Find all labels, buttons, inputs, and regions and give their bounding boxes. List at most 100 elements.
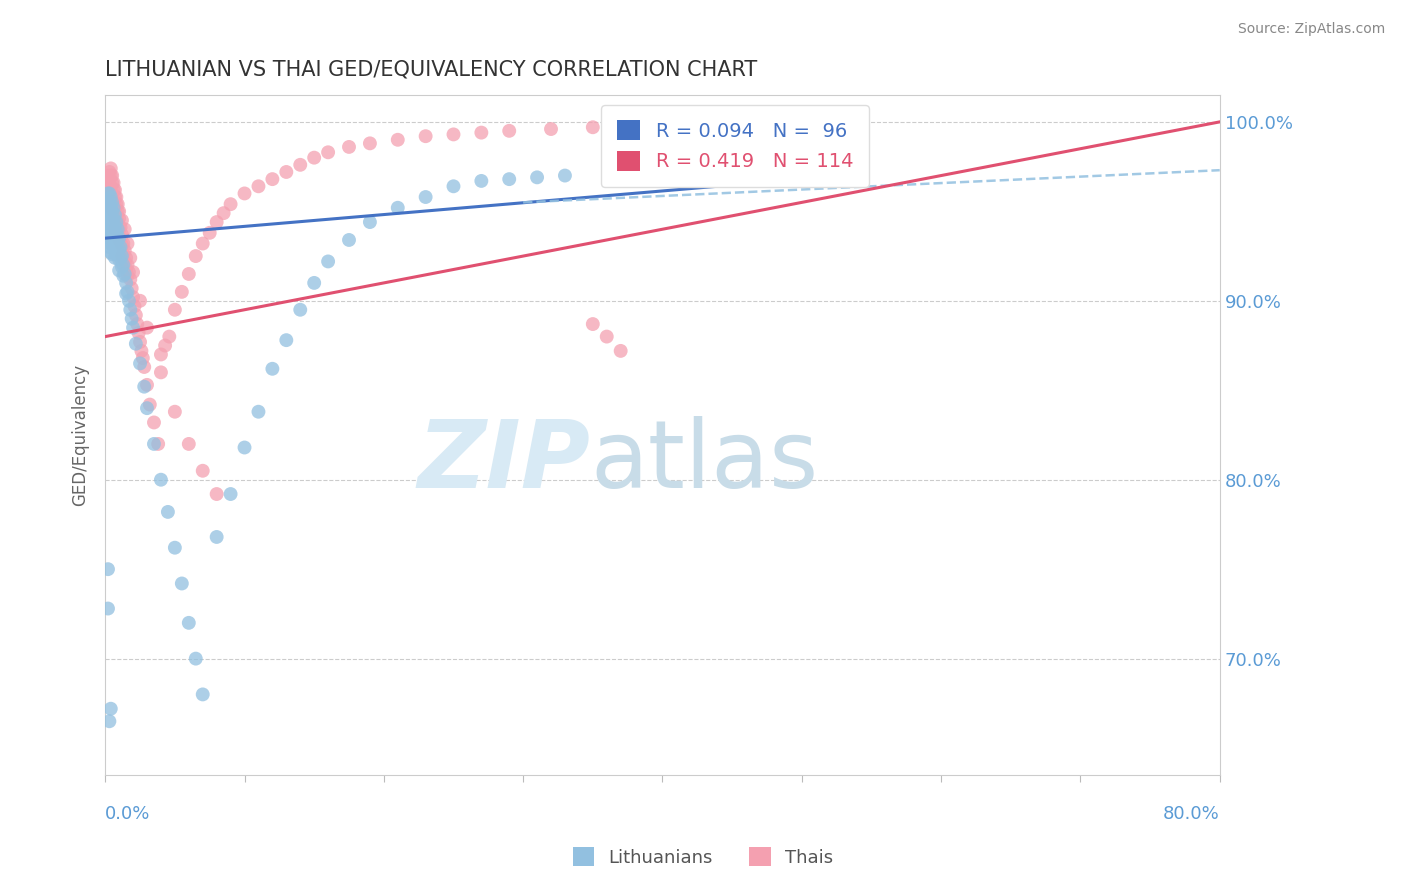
Point: [163, 541, 186, 555]
Point: [110, 240, 132, 254]
Point: [100, 190, 122, 204]
Point: [337, 140, 360, 154]
Point: [104, 211, 127, 226]
Point: [623, 120, 645, 135]
Point: [103, 201, 125, 215]
Point: [105, 208, 128, 222]
Point: [100, 161, 122, 176]
Point: [498, 124, 520, 138]
Point: [205, 215, 228, 229]
Point: [596, 329, 619, 343]
Text: atlas: atlas: [591, 417, 818, 508]
Point: [470, 174, 492, 188]
Point: [108, 233, 131, 247]
Point: [114, 254, 136, 268]
Point: [149, 473, 172, 487]
Point: [191, 236, 214, 251]
Point: [100, 236, 122, 251]
Point: [127, 317, 149, 331]
Point: [97, 562, 120, 576]
Point: [100, 245, 122, 260]
Point: [103, 183, 125, 197]
Point: [98, 240, 121, 254]
Point: [105, 236, 128, 251]
Point: [101, 226, 124, 240]
Point: [540, 122, 562, 136]
Point: [98, 231, 121, 245]
Point: [120, 251, 142, 265]
Point: [233, 441, 256, 455]
Point: [117, 285, 139, 299]
Point: [115, 261, 138, 276]
Point: [112, 236, 135, 251]
Point: [554, 169, 576, 183]
Point: [107, 244, 129, 258]
Point: [97, 195, 120, 210]
Point: [124, 299, 146, 313]
Point: [118, 265, 141, 279]
Point: [98, 204, 121, 219]
Point: [111, 260, 134, 274]
Point: [101, 169, 124, 183]
Point: [105, 226, 128, 240]
Point: [526, 170, 548, 185]
Point: [163, 302, 186, 317]
Point: [104, 251, 127, 265]
Text: 80.0%: 80.0%: [1163, 805, 1220, 823]
Point: [97, 213, 120, 227]
Point: [104, 229, 127, 244]
Point: [114, 267, 136, 281]
Point: [96, 195, 118, 210]
Point: [97, 186, 120, 201]
Point: [105, 197, 128, 211]
Point: [97, 222, 120, 236]
Point: [177, 615, 200, 630]
Point: [120, 302, 142, 317]
Point: [129, 334, 152, 349]
Point: [100, 201, 122, 215]
Point: [96, 213, 118, 227]
Legend: R = 0.094   N =  96, R = 0.419   N = 114: R = 0.094 N = 96, R = 0.419 N = 114: [602, 104, 869, 186]
Point: [107, 233, 129, 247]
Point: [101, 236, 124, 251]
Text: LITHUANIAN VS THAI GED/EQUIVALENCY CORRELATION CHART: LITHUANIAN VS THAI GED/EQUIVALENCY CORRE…: [105, 60, 758, 79]
Point: [104, 190, 127, 204]
Point: [108, 222, 131, 236]
Point: [100, 179, 122, 194]
Point: [247, 179, 270, 194]
Point: [107, 226, 129, 240]
Point: [276, 333, 298, 347]
Point: [191, 464, 214, 478]
Point: [107, 197, 129, 211]
Point: [98, 192, 121, 206]
Point: [96, 190, 118, 204]
Point: [233, 186, 256, 201]
Point: [98, 172, 121, 186]
Point: [134, 359, 156, 374]
Point: [101, 215, 124, 229]
Point: [136, 320, 159, 334]
Point: [103, 233, 125, 247]
Text: ZIP: ZIP: [418, 417, 591, 508]
Point: [125, 336, 148, 351]
Point: [143, 416, 166, 430]
Point: [146, 437, 169, 451]
Point: [665, 119, 688, 133]
Point: [149, 365, 172, 379]
Point: [191, 687, 214, 701]
Point: [104, 208, 127, 222]
Point: [316, 254, 339, 268]
Point: [122, 265, 145, 279]
Point: [104, 240, 127, 254]
Point: [170, 576, 193, 591]
Point: [101, 186, 124, 201]
Point: [112, 258, 135, 272]
Point: [101, 197, 124, 211]
Point: [359, 215, 381, 229]
Point: [107, 204, 129, 219]
Point: [112, 247, 135, 261]
Point: [131, 343, 153, 358]
Point: [415, 190, 437, 204]
Point: [100, 210, 122, 224]
Point: [276, 165, 298, 179]
